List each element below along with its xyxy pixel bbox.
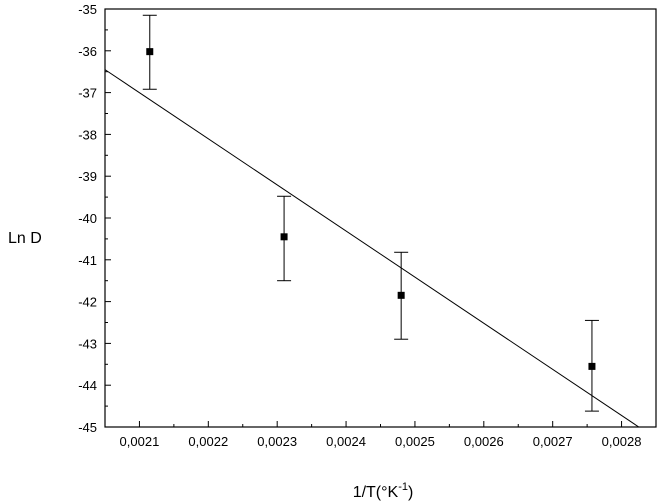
x-tick-label: 0,0027 [533, 434, 573, 449]
x-tick-label: 0,0025 [395, 434, 435, 449]
y-tick-label: -41 [78, 253, 97, 268]
y-tick-label: -36 [78, 44, 97, 59]
fit-line [104, 69, 640, 428]
x-tick-label: 0,0023 [257, 434, 297, 449]
x-tick-label: 0,0022 [188, 434, 228, 449]
y-tick-label: -42 [78, 295, 97, 310]
data-point [280, 233, 288, 241]
x-tick-label: 0,0021 [120, 434, 160, 449]
fit-line-group [104, 69, 640, 428]
x-axis-label-superscript: -1 [398, 481, 408, 493]
plot-frame [104, 8, 657, 428]
y-tick-label: -43 [78, 336, 97, 351]
data-point [146, 48, 154, 56]
y-tick-label: -38 [78, 127, 97, 142]
y-axis-label: Ln D [8, 230, 42, 247]
data-point [397, 291, 405, 299]
data-point-group [394, 251, 409, 340]
y-tick-label: -39 [78, 169, 97, 184]
data-point [588, 362, 596, 370]
x-axis-label: 1/T(°K-1) [353, 481, 414, 501]
y-tick-label: -40 [78, 211, 97, 226]
x-axis-ticks: 0,0021 0,0022 0,0023 0,0024 0,0025 0,0026 0,00… [120, 421, 657, 449]
x-axis-label-main: 1/T(°K [353, 484, 399, 501]
y-tick-label: -44 [78, 378, 97, 393]
x-tick-label: 0,0026 [464, 434, 504, 449]
data-point-group [277, 195, 292, 282]
x-axis-label-close: ) [408, 484, 413, 501]
y-tick-label: -37 [78, 86, 97, 101]
data-point-group [584, 319, 599, 412]
x-tick-label: 0,0028 [602, 434, 642, 449]
y-axis-ticks: -45 -44 -43 -42 -41 -40 -39 -38 -37 -36 -35 [78, 2, 111, 435]
y-tick-label: -45 [78, 420, 97, 435]
data-point-group [142, 14, 157, 90]
x-tick-label: 0,0024 [326, 434, 366, 449]
y-tick-label: -35 [78, 2, 97, 17]
data-points-group [142, 14, 599, 412]
